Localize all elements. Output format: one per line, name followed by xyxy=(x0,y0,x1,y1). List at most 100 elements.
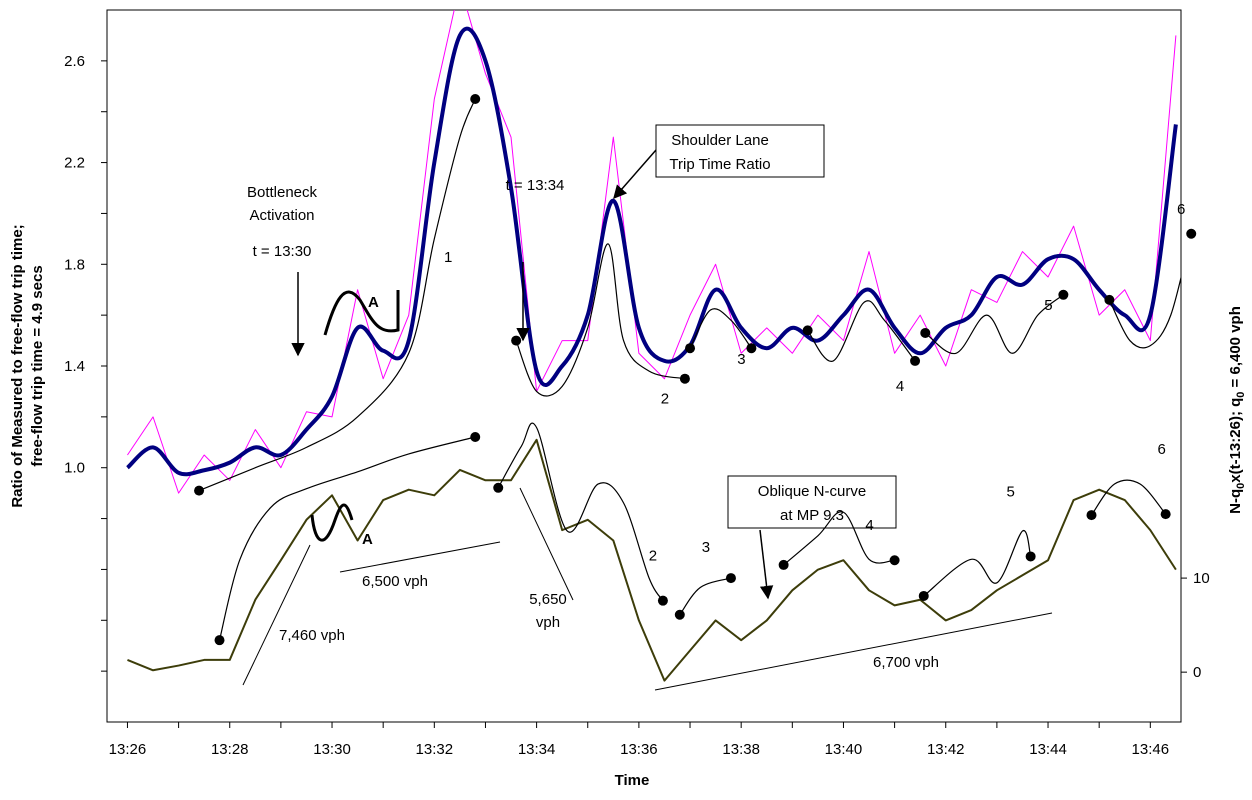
curve-label: 4 xyxy=(865,517,873,534)
annotation: at MP 9.3 xyxy=(780,507,844,524)
curve-endpoint xyxy=(674,609,685,620)
curve-endpoint xyxy=(889,555,900,566)
rate-line xyxy=(654,612,1053,691)
curve-endpoint xyxy=(493,482,504,493)
y-tick-label: 2.2 xyxy=(64,155,85,172)
x-tick-label: 13:36 xyxy=(620,741,658,758)
annotation: t = 13:34 xyxy=(506,177,565,194)
reference-curve xyxy=(679,577,732,616)
x-tick-label: 13:42 xyxy=(927,741,965,758)
curve-endpoint xyxy=(685,343,696,354)
curve-endpoint xyxy=(1058,289,1069,300)
reference-curve xyxy=(783,511,895,566)
reference-curve xyxy=(923,530,1032,597)
reference-curve xyxy=(198,98,476,492)
curve-endpoint xyxy=(511,335,522,346)
y2-title-part: 0 xyxy=(1235,483,1247,489)
curve-label: 6 xyxy=(1157,441,1165,458)
x-tick-label: 13:26 xyxy=(109,741,147,758)
series-line xyxy=(126,26,1178,477)
curve-endpoint xyxy=(679,373,690,384)
curve-endpoint xyxy=(910,355,921,366)
curve-endpoint xyxy=(470,432,481,443)
curve-label: 5 xyxy=(1006,483,1014,500)
curve-endpoint xyxy=(802,325,813,336)
rate-line xyxy=(339,541,501,573)
annotation-arrow xyxy=(759,529,774,600)
y-tick-label: 1.8 xyxy=(64,256,85,273)
curve-label: 2 xyxy=(649,548,657,565)
annotation: Activation xyxy=(249,207,314,224)
curve-label: 2 xyxy=(661,391,669,408)
annotation: 7,460 vph xyxy=(279,627,345,644)
y2-tick-label: 10 xyxy=(1193,570,1210,587)
curve-endpoint xyxy=(214,635,225,646)
y-tick-label: 2.6 xyxy=(64,53,85,70)
x-tick-label: 13:28 xyxy=(211,741,249,758)
shape-a xyxy=(310,503,354,542)
curve-label: 6 xyxy=(1177,201,1185,218)
series-line xyxy=(127,438,1177,682)
annotation: A xyxy=(368,294,379,311)
annotation: 6,700 vph xyxy=(873,654,939,671)
annotation-arrow xyxy=(613,149,657,200)
curve-endpoint xyxy=(746,343,757,354)
y-tick-label: 1.4 xyxy=(64,358,85,375)
curve-endpoint xyxy=(778,559,789,570)
annotation-box xyxy=(727,475,897,529)
curve-endpoint xyxy=(1086,510,1097,521)
curve-endpoint xyxy=(920,327,931,338)
curve-label: 3 xyxy=(702,539,710,556)
reference-curve xyxy=(515,243,686,397)
x-tick-label: 13:30 xyxy=(313,741,351,758)
curve-label: 4 xyxy=(896,378,904,395)
curve-endpoint xyxy=(725,573,736,584)
series-line xyxy=(127,10,1177,494)
curve-label: 1 xyxy=(444,249,452,266)
x-tick-label: 13:44 xyxy=(1029,741,1067,758)
x-tick-label: 13:34 xyxy=(518,741,556,758)
y2-title-part: = 6,400 vph xyxy=(1227,306,1244,391)
annotation: A xyxy=(362,531,373,548)
annotation: Bottleneck xyxy=(247,184,318,201)
curve-label: 3 xyxy=(737,351,745,368)
y2-axis-title: N-q0x(t-13:26); q0 = 6,400 vph xyxy=(1227,306,1247,514)
y-axis-title: Ratio of Measured to free-flow trip time… xyxy=(9,224,26,507)
annotation: vph xyxy=(536,614,560,631)
annotation: Trip Time Ratio xyxy=(669,156,770,173)
curve-endpoint xyxy=(918,590,929,601)
plot-frame xyxy=(106,9,1182,723)
annotation: 6,500 vph xyxy=(362,573,428,590)
reference-curve xyxy=(497,422,664,602)
annotation: Shoulder Lane xyxy=(671,132,769,149)
reference-curve xyxy=(1108,275,1181,349)
shape-a xyxy=(323,290,400,336)
reference-curve xyxy=(218,436,476,641)
curve-endpoint xyxy=(1160,509,1171,520)
reference-curve xyxy=(689,308,752,349)
annotation: t = 13:30 xyxy=(253,243,312,260)
curve-endpoint xyxy=(1186,228,1197,239)
rate-line xyxy=(242,544,311,686)
curve-endpoint xyxy=(1104,294,1115,305)
annotation: 5,650 xyxy=(529,591,567,608)
curve-endpoint xyxy=(1025,551,1036,562)
reference-curve xyxy=(807,300,916,362)
rate-line xyxy=(519,487,574,601)
plot-area xyxy=(126,10,1181,682)
x-tick-label: 13:40 xyxy=(825,741,863,758)
x-axis-title: Time xyxy=(615,772,650,789)
y-axis-title: free-flow trip time = 4.9 secs xyxy=(29,265,46,466)
y2-title-part: N-q xyxy=(1227,489,1244,514)
annotation: Oblique N-curve xyxy=(758,483,866,500)
x-tick-label: 13:38 xyxy=(722,741,760,758)
curve-endpoint xyxy=(470,94,481,104)
reference-curve xyxy=(924,294,1064,355)
x-tick-label: 13:32 xyxy=(416,741,454,758)
curve-endpoint xyxy=(194,485,205,496)
curve-label: 5 xyxy=(1044,297,1052,314)
x-tick-label: 13:46 xyxy=(1132,741,1170,758)
y-tick-label: 1.0 xyxy=(64,460,85,477)
y2-title-part: x(t-13:26); q xyxy=(1227,398,1244,483)
